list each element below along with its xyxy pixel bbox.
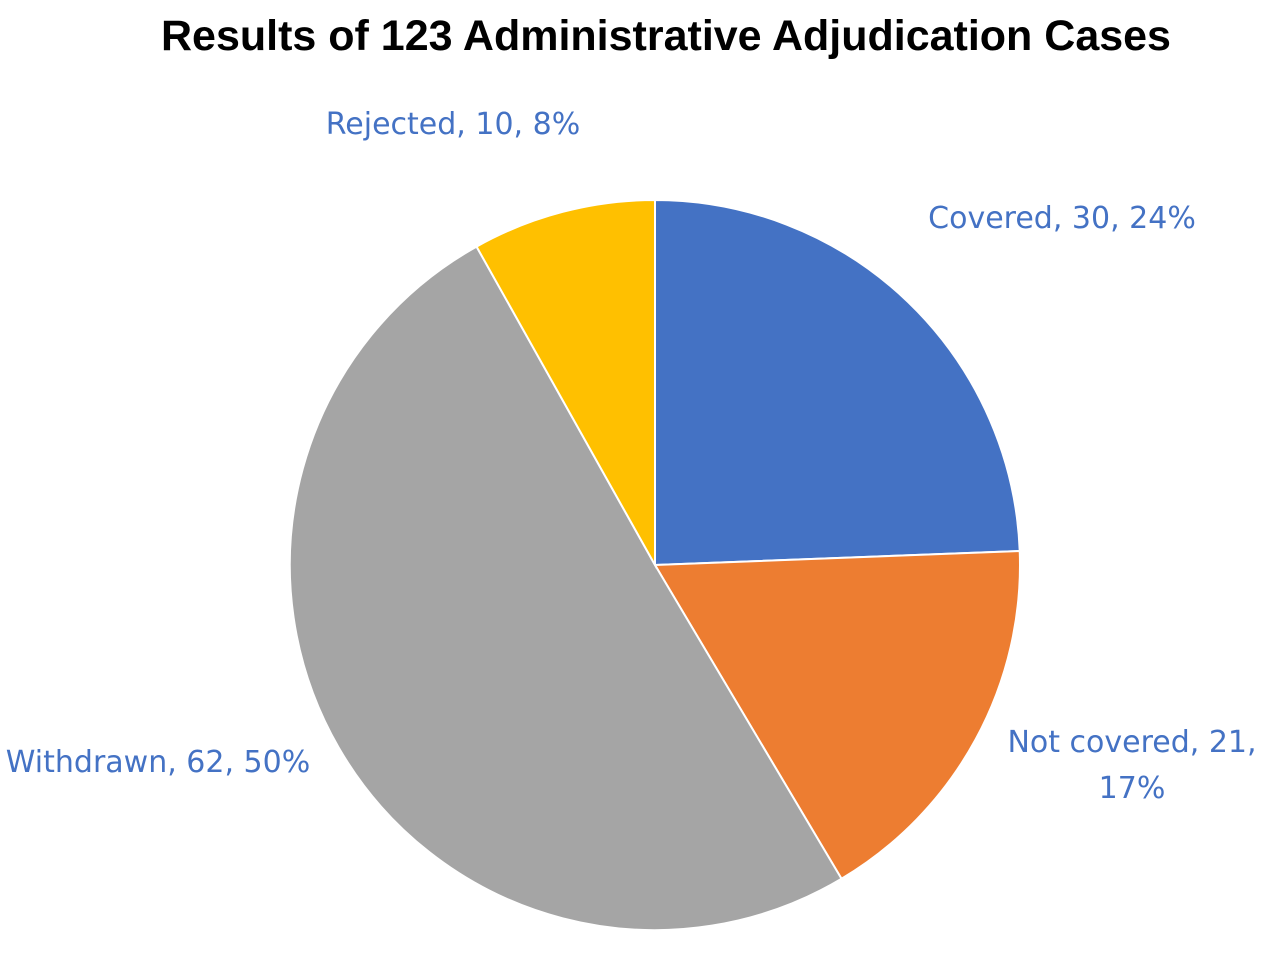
data-label-line: Covered, 30, 24% (928, 201, 1196, 236)
data-label-line: Rejected, 10, 8% (326, 107, 580, 142)
data-label-withdrawn: Withdrawn, 62, 50% (6, 745, 310, 780)
data-label-covered: Covered, 30, 24% (928, 201, 1196, 236)
slice-labels: Covered, 30, 24% Not covered, 21, 17% Withd… (6, 107, 1257, 806)
pie-slice-covered (654, 198, 1021, 567)
data-label-rejected: Rejected, 10, 8% (326, 107, 580, 142)
data-label-line: 17% (1099, 771, 1166, 806)
pie-slice-withdrawn (288, 245, 843, 932)
chart-title: Results of 123 Administrative Adjudicati… (161, 12, 1171, 60)
pie-slice-not-covered (653, 549, 1021, 881)
pie-slice-rejected (475, 198, 656, 569)
pie-slices (288, 198, 1021, 932)
data-label-line: Not covered, 21, (1007, 725, 1256, 760)
data-label-not-covered: Not covered, 21, 17% (1007, 725, 1256, 806)
data-label-line: Withdrawn, 62, 50% (6, 745, 310, 780)
